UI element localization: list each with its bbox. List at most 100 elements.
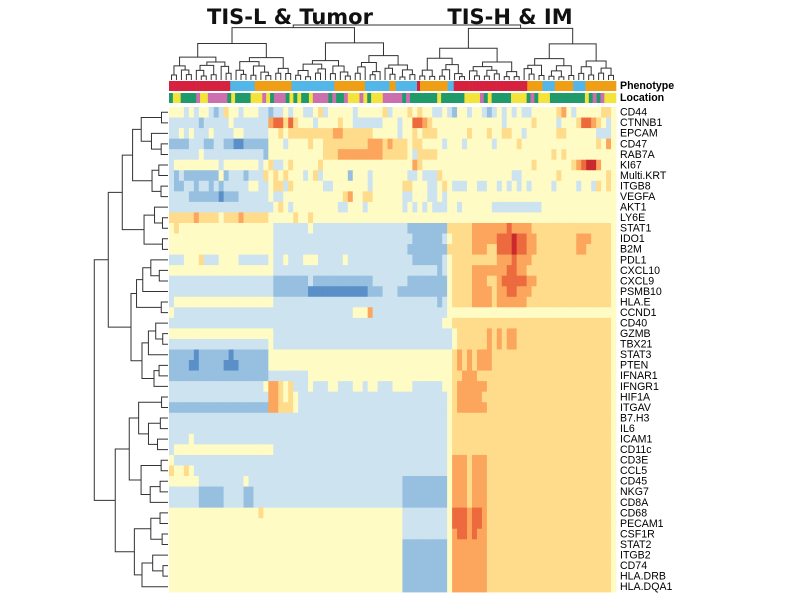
location-cell xyxy=(305,93,310,103)
heatmap-cell xyxy=(596,233,602,245)
row-label: HIF1A xyxy=(620,391,651,403)
heatmap-cell xyxy=(447,402,453,414)
heatmap-cell xyxy=(432,423,438,435)
dendrogram-branch xyxy=(441,69,451,80)
heatmap-cell xyxy=(437,170,443,182)
heatmap-cell xyxy=(193,138,200,150)
heatmap-cell xyxy=(253,391,259,403)
heatmap-cell xyxy=(506,107,513,118)
heatmap-cell xyxy=(318,338,324,350)
heatmap-cell xyxy=(586,433,592,445)
heatmap-cell xyxy=(571,465,577,477)
heatmap-cell xyxy=(531,149,537,161)
heatmap-cell xyxy=(298,117,304,129)
heatmap-cell xyxy=(342,117,349,129)
heatmap-cell xyxy=(561,128,567,140)
heatmap-cell xyxy=(476,170,483,182)
heatmap-cell xyxy=(352,486,359,498)
heatmap-cell xyxy=(193,117,200,129)
heatmap-cell xyxy=(576,381,582,393)
heatmap-cell xyxy=(412,507,418,519)
heatmap-cell xyxy=(467,201,473,213)
heatmap-cell xyxy=(476,349,483,361)
row-label: EPCAM xyxy=(620,128,658,140)
heatmap-cell xyxy=(278,581,284,593)
heatmap-cell xyxy=(223,222,229,234)
heatmap-cell xyxy=(198,528,205,540)
heatmap-cell xyxy=(228,159,234,171)
heatmap-cell xyxy=(526,117,532,129)
heatmap-cell xyxy=(471,159,478,171)
heatmap-cell xyxy=(213,518,220,530)
heatmap-cell xyxy=(496,581,503,593)
heatmap-cell xyxy=(387,518,393,530)
heatmap-cell xyxy=(541,412,547,424)
heatmap-cell xyxy=(551,265,557,277)
phenotype-cell xyxy=(499,81,504,91)
heatmap-cell xyxy=(322,476,329,487)
heatmap-cell xyxy=(481,107,488,118)
heatmap-cell xyxy=(536,317,542,329)
heatmap-cell xyxy=(392,391,398,403)
heatmap-cell xyxy=(407,391,413,403)
heatmap-cell xyxy=(571,191,577,203)
heatmap-cell xyxy=(531,286,537,298)
heatmap-cell xyxy=(571,549,577,561)
heatmap-cell xyxy=(322,233,329,245)
heatmap-cell xyxy=(387,138,393,150)
heatmap-cell xyxy=(407,486,413,498)
heatmap-cell xyxy=(581,444,587,456)
heatmap-cell xyxy=(253,381,259,393)
heatmap-cell xyxy=(601,507,607,519)
heatmap-cell xyxy=(462,518,468,530)
heatmap-cell xyxy=(467,117,473,129)
heatmap-cell xyxy=(233,254,239,266)
heatmap-cell xyxy=(273,412,279,424)
heatmap-cell xyxy=(432,570,438,582)
heatmap-cell xyxy=(491,170,498,182)
heatmap-cell xyxy=(352,433,359,445)
heatmap-cell xyxy=(556,349,562,361)
heatmap-cell xyxy=(566,444,572,456)
heatmap-cell xyxy=(208,233,215,245)
heatmap-cell xyxy=(402,254,408,266)
heatmap-cell xyxy=(347,560,354,572)
heatmap-cell xyxy=(352,402,359,414)
heatmap-cell xyxy=(491,138,498,150)
heatmap-cell xyxy=(298,433,304,445)
heatmap-cell xyxy=(347,254,354,266)
heatmap-cell xyxy=(173,570,180,582)
heatmap-cell xyxy=(273,233,279,245)
heatmap-cell xyxy=(551,170,557,182)
heatmap-cell xyxy=(372,128,378,140)
heatmap-cell xyxy=(571,159,577,171)
dendrogram-branch xyxy=(368,55,399,65)
heatmap-cell xyxy=(332,265,339,277)
heatmap-cell xyxy=(481,381,488,393)
heatmap-cell xyxy=(243,180,249,192)
heatmap-cell xyxy=(238,128,244,140)
heatmap-cell xyxy=(193,581,200,593)
heatmap-cell xyxy=(586,275,592,287)
heatmap-cell xyxy=(521,423,527,435)
heatmap-cell xyxy=(248,349,254,361)
heatmap-cell xyxy=(342,549,349,561)
heatmap-cell xyxy=(228,560,234,572)
heatmap-cell xyxy=(526,581,532,593)
heatmap-cell xyxy=(447,138,453,150)
heatmap-cell xyxy=(457,275,463,287)
heatmap-cell xyxy=(332,191,339,203)
heatmap-cell xyxy=(486,381,493,393)
heatmap-cell xyxy=(541,307,547,319)
heatmap-cell xyxy=(318,275,324,287)
heatmap-cell xyxy=(223,128,229,140)
heatmap-cell xyxy=(407,117,413,129)
heatmap-cell xyxy=(526,180,532,192)
dendrogram-branch xyxy=(240,73,247,80)
heatmap-cell xyxy=(506,549,513,561)
heatmap-cell xyxy=(501,370,508,382)
heatmap-cell xyxy=(606,423,612,435)
dendrogram-branch xyxy=(173,65,186,75)
heatmap-cell xyxy=(591,476,597,487)
heatmap-cell xyxy=(322,402,329,414)
